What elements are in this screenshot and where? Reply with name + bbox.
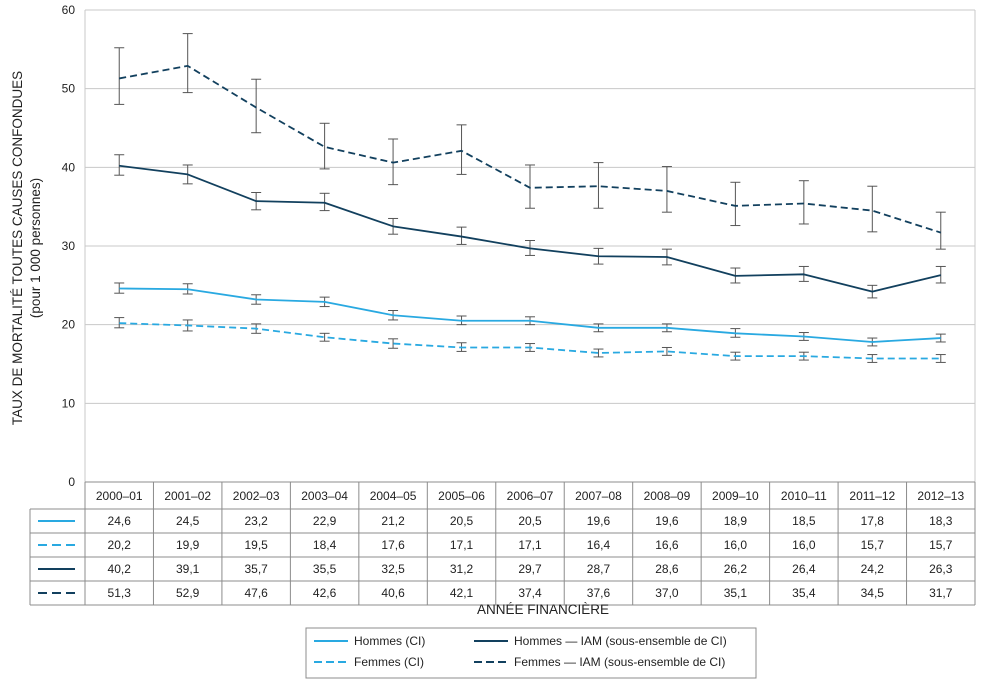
data-label: 19,6 <box>587 514 611 528</box>
data-label: 26,3 <box>929 562 953 576</box>
data-label: 37,4 <box>518 586 542 600</box>
data-label: 40,6 <box>381 586 405 600</box>
data-label: 32,5 <box>381 562 405 576</box>
data-label: 35,1 <box>724 586 748 600</box>
data-label: 28,7 <box>587 562 611 576</box>
y-axis-title: TAUX DE MORTALITÉ TOUTES CAUSES CONFONDU… <box>10 71 25 425</box>
data-label: 35,7 <box>244 562 268 576</box>
data-label: 23,2 <box>244 514 268 528</box>
data-label: 47,6 <box>244 586 268 600</box>
category-label: 2007–08 <box>575 489 622 503</box>
y-tick-label: 50 <box>62 82 76 96</box>
data-label: 31,2 <box>450 562 474 576</box>
legend-entry: Hommes (CI) <box>354 634 425 648</box>
data-label: 15,7 <box>861 538 885 552</box>
series-0 <box>114 282 946 347</box>
data-label: 35,4 <box>792 586 816 600</box>
series-2 <box>114 154 946 299</box>
legend-entry: Femmes — IAM (sous-ensemble de CI) <box>514 655 725 669</box>
category-label: 2001–02 <box>164 489 211 503</box>
y-tick-label: 20 <box>62 318 76 332</box>
data-label: 18,9 <box>724 514 748 528</box>
y-tick-label: 10 <box>62 396 76 410</box>
data-label: 20,5 <box>450 514 474 528</box>
category-label: 2006–07 <box>507 489 554 503</box>
legend: Hommes (CI) Hommes — IAM (sous-ensemble d… <box>305 627 757 679</box>
y-tick-labels: 0 10 20 30 40 50 60 <box>62 3 76 489</box>
y-tick-label: 60 <box>62 3 76 17</box>
data-label: 24,5 <box>176 514 200 528</box>
legend-entry: Femmes (CI) <box>354 655 424 669</box>
category-label: 2005–06 <box>438 489 485 503</box>
data-label: 37,0 <box>655 586 679 600</box>
data-label: 19,6 <box>655 514 679 528</box>
series-line <box>119 64 942 234</box>
data-label: 20,2 <box>108 538 132 552</box>
data-label: 15,7 <box>929 538 953 552</box>
category-label: 2000–01 <box>96 489 143 503</box>
data-label: 34,5 <box>861 586 885 600</box>
series-line <box>119 322 941 360</box>
category-label: 2003–04 <box>301 489 348 503</box>
data-label: 17,6 <box>381 538 405 552</box>
data-label: 16,0 <box>724 538 748 552</box>
series-line <box>119 287 941 343</box>
data-label: 21,2 <box>381 514 405 528</box>
data-label: 37,6 <box>587 586 611 600</box>
data-label: 18,3 <box>929 514 953 528</box>
y-tick-label: 30 <box>62 239 76 253</box>
category-label: 2011–12 <box>849 489 895 503</box>
data-label: 22,9 <box>313 514 337 528</box>
data-label: 19,5 <box>244 538 268 552</box>
category-label: 2012–13 <box>917 489 964 503</box>
data-label: 26,4 <box>792 562 816 576</box>
category-label: 2008–09 <box>644 489 691 503</box>
series-lines <box>114 33 946 363</box>
series-line <box>119 164 941 293</box>
data-label: 42,6 <box>313 586 337 600</box>
y-tick-label: 0 <box>68 475 75 489</box>
data-label: 16,0 <box>792 538 816 552</box>
data-label: 17,1 <box>450 538 474 552</box>
data-label: 39,1 <box>176 562 200 576</box>
data-label: 42,1 <box>450 586 474 600</box>
series-3 <box>114 33 946 250</box>
y-tick-label: 40 <box>62 160 76 174</box>
x-axis-title: ANNÉE FINANCIÈRE <box>477 602 609 617</box>
data-label: 18,4 <box>313 538 337 552</box>
data-label: 16,6 <box>655 538 679 552</box>
y-axis-subtitle: (pour 1 000 personnes) <box>28 178 43 318</box>
legend-box <box>305 627 757 679</box>
data-label: 17,1 <box>518 538 542 552</box>
data-label: 24,2 <box>861 562 885 576</box>
data-label: 51,3 <box>108 586 132 600</box>
category-label: 2010–11 <box>781 489 827 503</box>
data-label: 24,6 <box>108 514 132 528</box>
data-label: 18,5 <box>792 514 816 528</box>
data-label: 28,6 <box>655 562 679 576</box>
category-label: 2002–03 <box>233 489 280 503</box>
data-label: 20,5 <box>518 514 542 528</box>
data-table: 2000–01 2001–02 2002–03 2003–04 2004–05 2005–… <box>29 481 976 606</box>
category-label: 2004–05 <box>370 489 417 503</box>
data-label: 40,2 <box>108 562 132 576</box>
data-label: 16,4 <box>587 538 611 552</box>
data-label: 35,5 <box>313 562 337 576</box>
data-label: 26,2 <box>724 562 748 576</box>
data-label: 17,8 <box>861 514 885 528</box>
series-1 <box>114 317 946 363</box>
legend-entry: Hommes — IAM (sous-ensemble de CI) <box>514 634 727 648</box>
data-label: 29,7 <box>518 562 542 576</box>
data-label: 31,7 <box>929 586 953 600</box>
category-label: 2009–10 <box>712 489 759 503</box>
data-label: 19,9 <box>176 538 200 552</box>
data-label: 52,9 <box>176 586 200 600</box>
